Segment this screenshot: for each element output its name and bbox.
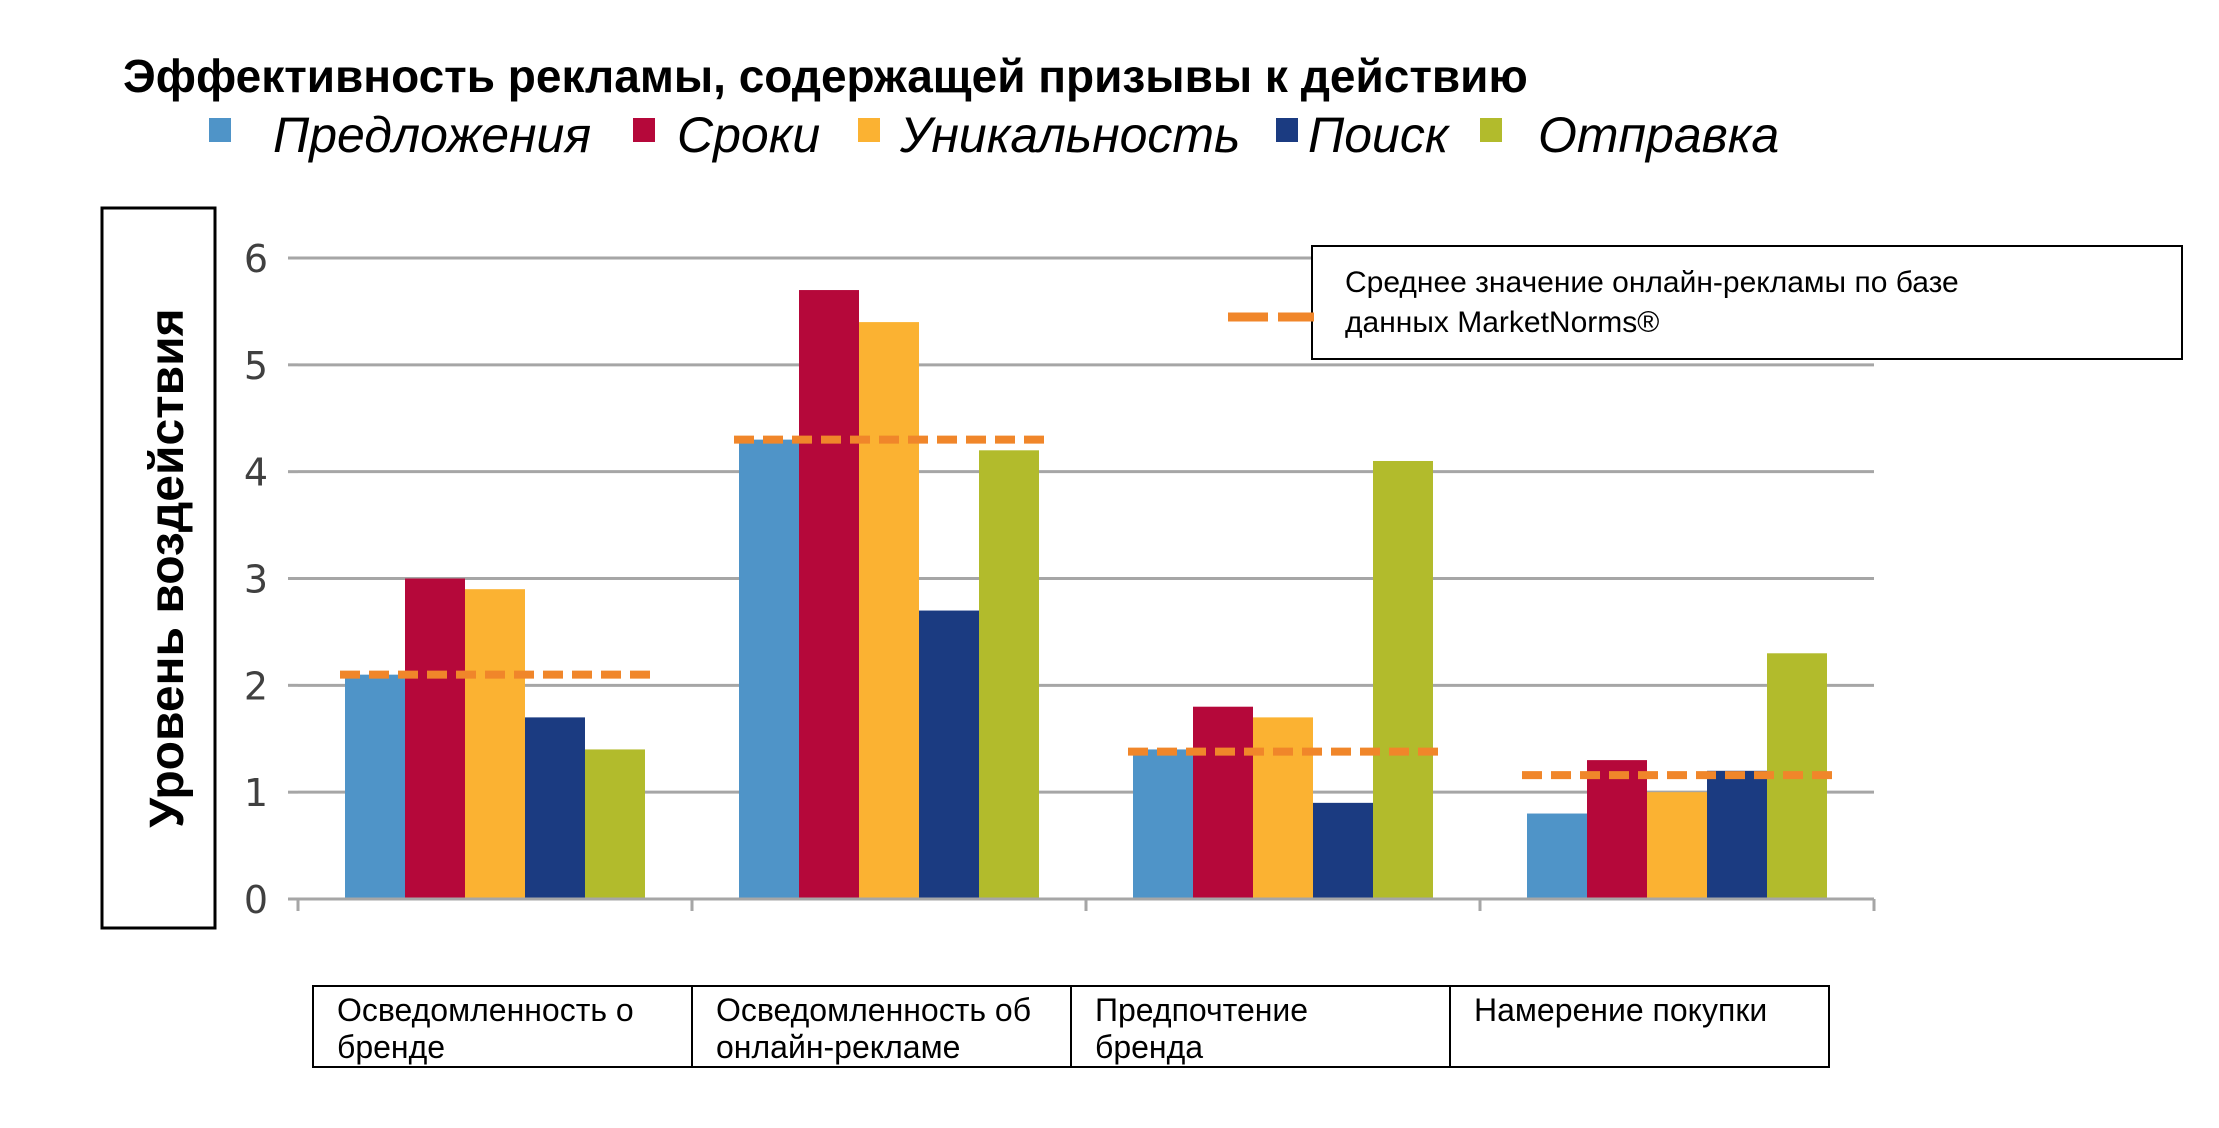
bar-сроки-3 [1193, 706, 1253, 899]
category-label-3-line-2: бренда [1095, 1029, 1203, 1065]
y-tick-label-6: 6 [244, 237, 268, 281]
category-label-1-line-2: бренде [337, 1029, 445, 1065]
legend: Предложения Сроки Уникальность Поиск Отправк… [209, 107, 1779, 163]
bar-отправка-2 [979, 450, 1039, 899]
bar-предложения-2 [739, 439, 799, 899]
bar-поиск-4 [1707, 770, 1767, 899]
bar-отправка-3 [1373, 460, 1433, 899]
y-tick-label-3: 3 [244, 558, 268, 602]
benchmark-note-line-2: данных MarketNorms® [1345, 306, 1659, 339]
legend-swatch-сроки [633, 118, 655, 142]
legend-label-сроки: Сроки [677, 107, 820, 163]
category-label-2-line-2: онлайн-рекламе [716, 1029, 960, 1065]
bar-сроки-4 [1587, 760, 1647, 899]
legend-label-уникальность: Уникальность [899, 107, 1240, 163]
bar-предложения-4 [1527, 813, 1587, 899]
category-label-1-line-1: Осведомленность о [337, 992, 634, 1028]
chart-title: Эффективность рекламы, содержащей призыв… [123, 50, 1528, 102]
y-tick-label-1: 1 [244, 771, 268, 815]
bar-отправка-1 [585, 749, 645, 899]
legend-label-отправка: Отправка [1538, 107, 1779, 163]
legend-swatch-уникальность [858, 118, 880, 142]
x-axis [288, 897, 1876, 911]
legend-label-поиск: Поиск [1308, 107, 1451, 163]
bar-уникальность-4 [1647, 792, 1707, 899]
legend-label-предложения: Предложения [273, 107, 591, 163]
y-axis-ticks: 0 1 2 3 4 5 6 [244, 237, 298, 922]
bar-уникальность-3 [1253, 717, 1313, 899]
y-axis-label: Уровень воздействия [141, 308, 194, 827]
legend-swatch-поиск [1276, 118, 1298, 142]
y-tick-label-0: 0 [244, 878, 268, 922]
bar-уникальность-2 [859, 322, 919, 900]
bar-сроки-2 [799, 290, 859, 899]
category-label-2-line-1: Осведомленность об [716, 992, 1031, 1028]
category-label-3-line-1: Предпочтение [1095, 992, 1308, 1028]
benchmark-note-box [1311, 245, 2183, 360]
y-tick-label-5: 5 [244, 344, 268, 388]
benchmark-note: Среднее значение онлайн-рекламы по базе … [1228, 245, 2183, 360]
bar-предложения-3 [1133, 749, 1193, 899]
legend-swatch-отправка [1480, 118, 1502, 142]
bar-поиск-3 [1313, 802, 1373, 899]
bar-поиск-1 [525, 717, 585, 899]
y-tick-label-2: 2 [244, 664, 268, 708]
bar-предложения-1 [345, 674, 405, 899]
bar-сроки-1 [405, 578, 465, 899]
category-label-4-line-1: Намерение покупки [1474, 992, 1767, 1028]
bar-уникальность-1 [465, 589, 525, 899]
bar-поиск-2 [919, 610, 979, 899]
y-axis-label-box [100, 206, 217, 930]
benchmark-note-line-1: Среднее значение онлайн-рекламы по базе [1345, 266, 1959, 299]
legend-swatch-предложения [209, 118, 231, 142]
y-tick-label-4: 4 [244, 451, 268, 495]
benchmark-lines [340, 435, 1832, 780]
